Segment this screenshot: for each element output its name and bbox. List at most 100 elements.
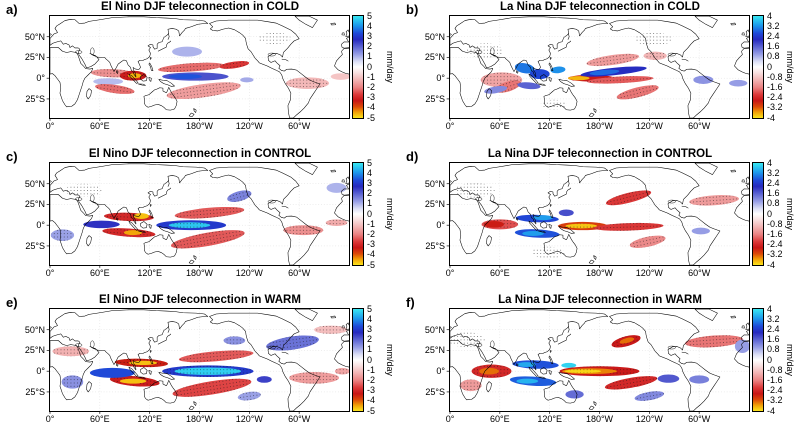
- colorbar-tick-label: 4: [767, 157, 773, 168]
- colorbar-tick-label: -3: [367, 385, 376, 396]
- colorbar-tick-label: 1: [367, 198, 373, 209]
- y-axis-tick-label: 25°S: [25, 240, 45, 251]
- colorbar-tick-label: 0: [767, 354, 773, 365]
- colorbar-tick-label: -4: [367, 395, 376, 406]
- colorbar-unit-label: mm/day: [385, 197, 395, 231]
- x-axis-tick-label: 0°: [45, 268, 55, 278]
- x-axis-tick-label: 120°E: [537, 268, 562, 278]
- colorbar-tick-label: -4: [367, 249, 376, 260]
- x-axis-tick-label: 60°E: [90, 414, 110, 424]
- colorbar-tick-label: -0.8: [767, 364, 783, 375]
- colorbar-tick-label: -3: [367, 92, 376, 103]
- y-axis-tick-label: 25°N: [424, 345, 445, 356]
- colorbar-tick-label: -5: [367, 112, 376, 123]
- x-axis-tick-label: 60°W: [288, 121, 311, 131]
- x-axis-tick-label: 120°E: [137, 121, 162, 131]
- colorbar-tick-label: 3.2: [767, 20, 780, 31]
- colorbar-tick-label: -4: [767, 405, 776, 416]
- colorbar-tick-label: -5: [367, 405, 376, 416]
- panel-e: e) El Nino DJF teleconnection in WARM 50°N…: [0, 293, 400, 439]
- colorbar-tick-label: 3: [367, 30, 373, 41]
- panel-title: La Nina DJF teleconnection in WARM: [498, 294, 702, 306]
- x-axis-tick-label: 120°E: [137, 268, 162, 278]
- x-axis-tick-label: 120°E: [537, 121, 562, 131]
- world-map-canvas: [46, 162, 350, 268]
- x-axis-tick-label: 180°W: [185, 414, 214, 424]
- colorbar-tick-label: -4: [367, 102, 376, 113]
- panel-a: a) El Nino DJF teleconnection in COLD 50°N…: [0, 0, 400, 146]
- colorbar-tick-label: 1.6: [767, 188, 780, 199]
- x-axis-tick-label: 120°W: [635, 268, 663, 278]
- y-axis-tick-label: 50°N: [24, 178, 45, 189]
- colorbar-tick-label: 1.6: [767, 41, 780, 52]
- panel-title: El Nino DJF teleconnection in WARM: [99, 294, 301, 306]
- colorbar-unit-label: mm/day: [785, 197, 795, 231]
- colorbar-tick-label: 3: [367, 177, 373, 188]
- y-axis-tick-label: 0°: [436, 220, 445, 231]
- x-axis-tick-label: 0°: [445, 268, 455, 278]
- colorbar-tick-label: -1: [367, 71, 376, 82]
- colorbar: [752, 162, 764, 266]
- colorbar-tick-label: -2.4: [767, 385, 783, 396]
- panel-f: f) La Nina DJF teleconnection in WARM 50°N…: [400, 293, 800, 439]
- y-axis-tick-label: 0°: [36, 73, 45, 84]
- x-axis-tick-label: 120°E: [537, 414, 562, 424]
- y-axis-tick-label: 25°N: [24, 52, 45, 63]
- panel-d: d) La Nina DJF teleconnection in CONTROL 5…: [400, 147, 800, 293]
- y-axis-tick-label: 25°S: [25, 93, 45, 104]
- colorbar-tick-label: -0.8: [767, 71, 783, 82]
- colorbar-tick-label: 4: [367, 167, 373, 178]
- panel-letter-label: f): [406, 295, 415, 310]
- x-axis-tick-label: 180°W: [585, 414, 614, 424]
- x-axis-tick-label: 0°: [45, 414, 55, 424]
- colorbar-tick-label: -4: [767, 112, 776, 123]
- colorbar-tick-label: -3.2: [767, 395, 783, 406]
- colorbar-tick-label: -1: [367, 218, 376, 229]
- colorbar-tick-label: -1.6: [767, 228, 783, 239]
- colorbar-tick-label: 0.8: [767, 344, 780, 355]
- colorbar-tick-label: 5: [367, 10, 373, 21]
- colorbar-tick-label: 2.4: [767, 30, 780, 41]
- colorbar-tick-label: 0: [367, 61, 373, 72]
- x-axis-tick-label: 180°W: [585, 121, 614, 131]
- colorbar-tick-label: 0: [767, 61, 773, 72]
- colorbar-tick-label: -3.2: [767, 249, 783, 260]
- x-axis-tick-label: 60°E: [490, 268, 510, 278]
- world-map-canvas: [446, 15, 750, 121]
- x-axis-tick-label: 60°E: [490, 121, 510, 131]
- panel-title: La Nina DJF teleconnection in CONTROL: [487, 148, 713, 160]
- x-axis-tick-label: 0°: [445, 414, 455, 424]
- colorbar-tick-label: 4: [767, 303, 773, 314]
- colorbar-tick-label: -2: [367, 374, 376, 385]
- x-axis-tick-label: 60°W: [288, 268, 311, 278]
- colorbar-unit-label: mm/day: [385, 50, 395, 84]
- world-map-canvas: [446, 162, 750, 268]
- panel-letter-label: d): [406, 149, 419, 164]
- y-axis-tick-label: 25°N: [424, 52, 445, 63]
- colorbar-tick-label: -4: [767, 259, 776, 270]
- colorbar-tick-label: -2.4: [767, 92, 783, 103]
- x-axis-tick-label: 60°W: [688, 414, 711, 424]
- colorbar-tick-label: 0: [767, 208, 773, 219]
- y-axis-tick-label: 0°: [36, 366, 45, 377]
- y-axis-tick-label: 0°: [36, 220, 45, 231]
- colorbar-unit-label: mm/day: [785, 343, 795, 377]
- colorbar-tick-label: 4: [367, 313, 373, 324]
- colorbar-tick-label: 0.8: [767, 198, 780, 209]
- x-axis-tick-label: 120°W: [635, 414, 663, 424]
- colorbar: [752, 308, 764, 412]
- colorbar-tick-label: 3.2: [767, 313, 780, 324]
- y-axis-tick-label: 50°N: [424, 324, 445, 335]
- colorbar-tick-label: 2.4: [767, 323, 780, 334]
- y-axis-tick-label: 25°S: [25, 386, 45, 397]
- panel-title: El Nino DJF teleconnection in CONTROL: [88, 148, 312, 160]
- y-axis-tick-label: 50°N: [424, 31, 445, 42]
- colorbar-tick-label: 3: [367, 323, 373, 334]
- y-axis-tick-label: 25°N: [24, 199, 45, 210]
- y-axis-tick-label: 25°N: [24, 345, 45, 356]
- colorbar-tick-label: -5: [367, 259, 376, 270]
- panel-title: El Nino DJF teleconnection in COLD: [100, 1, 300, 13]
- x-axis-tick-label: 120°W: [235, 268, 263, 278]
- colorbar-tick-label: -2.4: [767, 239, 783, 250]
- colorbar-tick-label: 5: [367, 303, 373, 314]
